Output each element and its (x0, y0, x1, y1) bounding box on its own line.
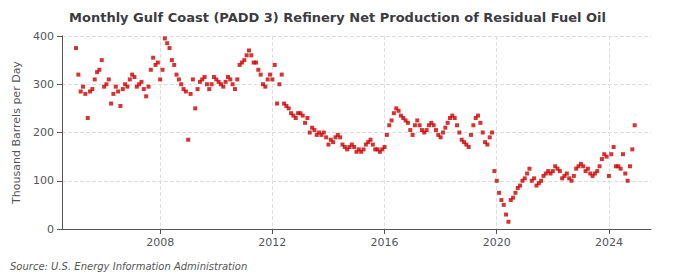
svg-text:2008: 2008 (146, 236, 174, 249)
svg-text:2016: 2016 (371, 236, 399, 249)
svg-text:0: 0 (47, 223, 54, 236)
svg-text:400: 400 (33, 30, 54, 43)
svg-text:2020: 2020 (483, 236, 511, 249)
svg-text:Monthly Gulf Coast (PADD 3) Re: Monthly Gulf Coast (PADD 3) Refinery Net… (69, 10, 606, 25)
svg-text:2012: 2012 (258, 236, 286, 249)
svg-text:100: 100 (33, 174, 54, 187)
svg-text:2024: 2024 (595, 236, 623, 249)
svg-text:200: 200 (33, 126, 54, 139)
svg-text:Source: U.S. Energy Informatio: Source: U.S. Energy Information Administ… (10, 261, 247, 272)
svg-text:Thousand Barrels per Day: Thousand Barrels per Day (10, 61, 23, 205)
svg-text:300: 300 (33, 78, 54, 91)
